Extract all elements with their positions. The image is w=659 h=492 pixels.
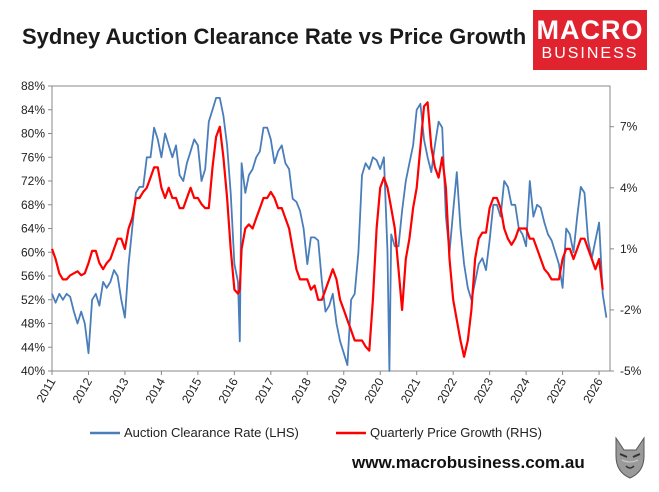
left-tick-label: 68% xyxy=(21,198,45,212)
legend-label-clearance-rate: Auction Clearance Rate (LHS) xyxy=(124,425,299,440)
right-tick-label: -2% xyxy=(620,303,642,317)
series-lines xyxy=(50,97,608,372)
left-tick-label: 80% xyxy=(21,127,45,141)
x-tick-label: 2018 xyxy=(288,375,314,405)
right-tick-label: 7% xyxy=(620,120,638,134)
left-tick-label: 64% xyxy=(21,222,45,236)
x-tick-label: 2021 xyxy=(398,375,424,405)
left-tick-label: 72% xyxy=(21,174,45,188)
x-tick-label: 2012 xyxy=(70,375,96,405)
left-tick-label: 88% xyxy=(21,79,45,93)
legend: Auction Clearance Rate (LHS) Quarterly P… xyxy=(90,425,542,440)
legend-label-price-growth: Quarterly Price Growth (RHS) xyxy=(370,425,542,440)
x-tick-label: 2014 xyxy=(143,375,169,405)
left-tick-label: 44% xyxy=(21,340,45,354)
logo-text-macro: MACRO xyxy=(536,15,644,45)
x-tick-label: 2026 xyxy=(580,375,606,405)
left-tick-label: 56% xyxy=(21,269,45,283)
x-tick-label: 2015 xyxy=(179,375,205,405)
left-tick-label: 48% xyxy=(21,317,45,331)
left-tick-label: 40% xyxy=(21,364,45,378)
left-tick-label: 60% xyxy=(21,245,45,259)
plot-area xyxy=(51,85,611,372)
series-line-price-growth xyxy=(50,101,604,358)
x-tick-label: 2023 xyxy=(471,375,497,405)
left-axis-ticks: 88% 84% 80% 76% 72% 68% 64% 60% 56% 52% 48% 44% 40% xyxy=(21,79,52,378)
x-tick-label: 2022 xyxy=(434,375,460,405)
series-line-clearance-rate xyxy=(51,97,608,372)
right-axis-ticks: 7% 4% 1% -2% -5% xyxy=(610,120,642,378)
x-tick-label: 2025 xyxy=(544,375,570,405)
chart-title: Sydney Auction Clearance Rate vs Price G… xyxy=(22,24,527,49)
x-tick-label: 2019 xyxy=(325,375,351,405)
left-tick-label: 76% xyxy=(21,150,45,164)
x-axis-ticks: 2011 2012 2013 2014 2015 2016 2017 2018 2019 2020… xyxy=(34,371,606,406)
left-tick-label: 52% xyxy=(21,293,45,307)
right-tick-label: -5% xyxy=(620,364,642,378)
right-tick-label: 1% xyxy=(620,242,638,256)
x-tick-label: 2011 xyxy=(34,375,59,405)
x-tick-label: 2013 xyxy=(106,375,132,405)
x-tick-label: 2016 xyxy=(215,375,241,405)
left-tick-label: 84% xyxy=(21,103,45,117)
right-tick-label: 4% xyxy=(620,181,638,195)
website-link[interactable]: www.macrobusiness.com.au xyxy=(352,453,585,472)
x-tick-label: 2020 xyxy=(361,375,387,405)
logo-text-business: BUSINESS xyxy=(541,45,639,62)
macrobusiness-logo[interactable]: MACRO BUSINESS xyxy=(533,10,647,70)
x-tick-label: 2017 xyxy=(252,375,278,405)
x-tick-label: 2024 xyxy=(507,375,533,405)
wolf-mascot-icon xyxy=(615,436,645,479)
